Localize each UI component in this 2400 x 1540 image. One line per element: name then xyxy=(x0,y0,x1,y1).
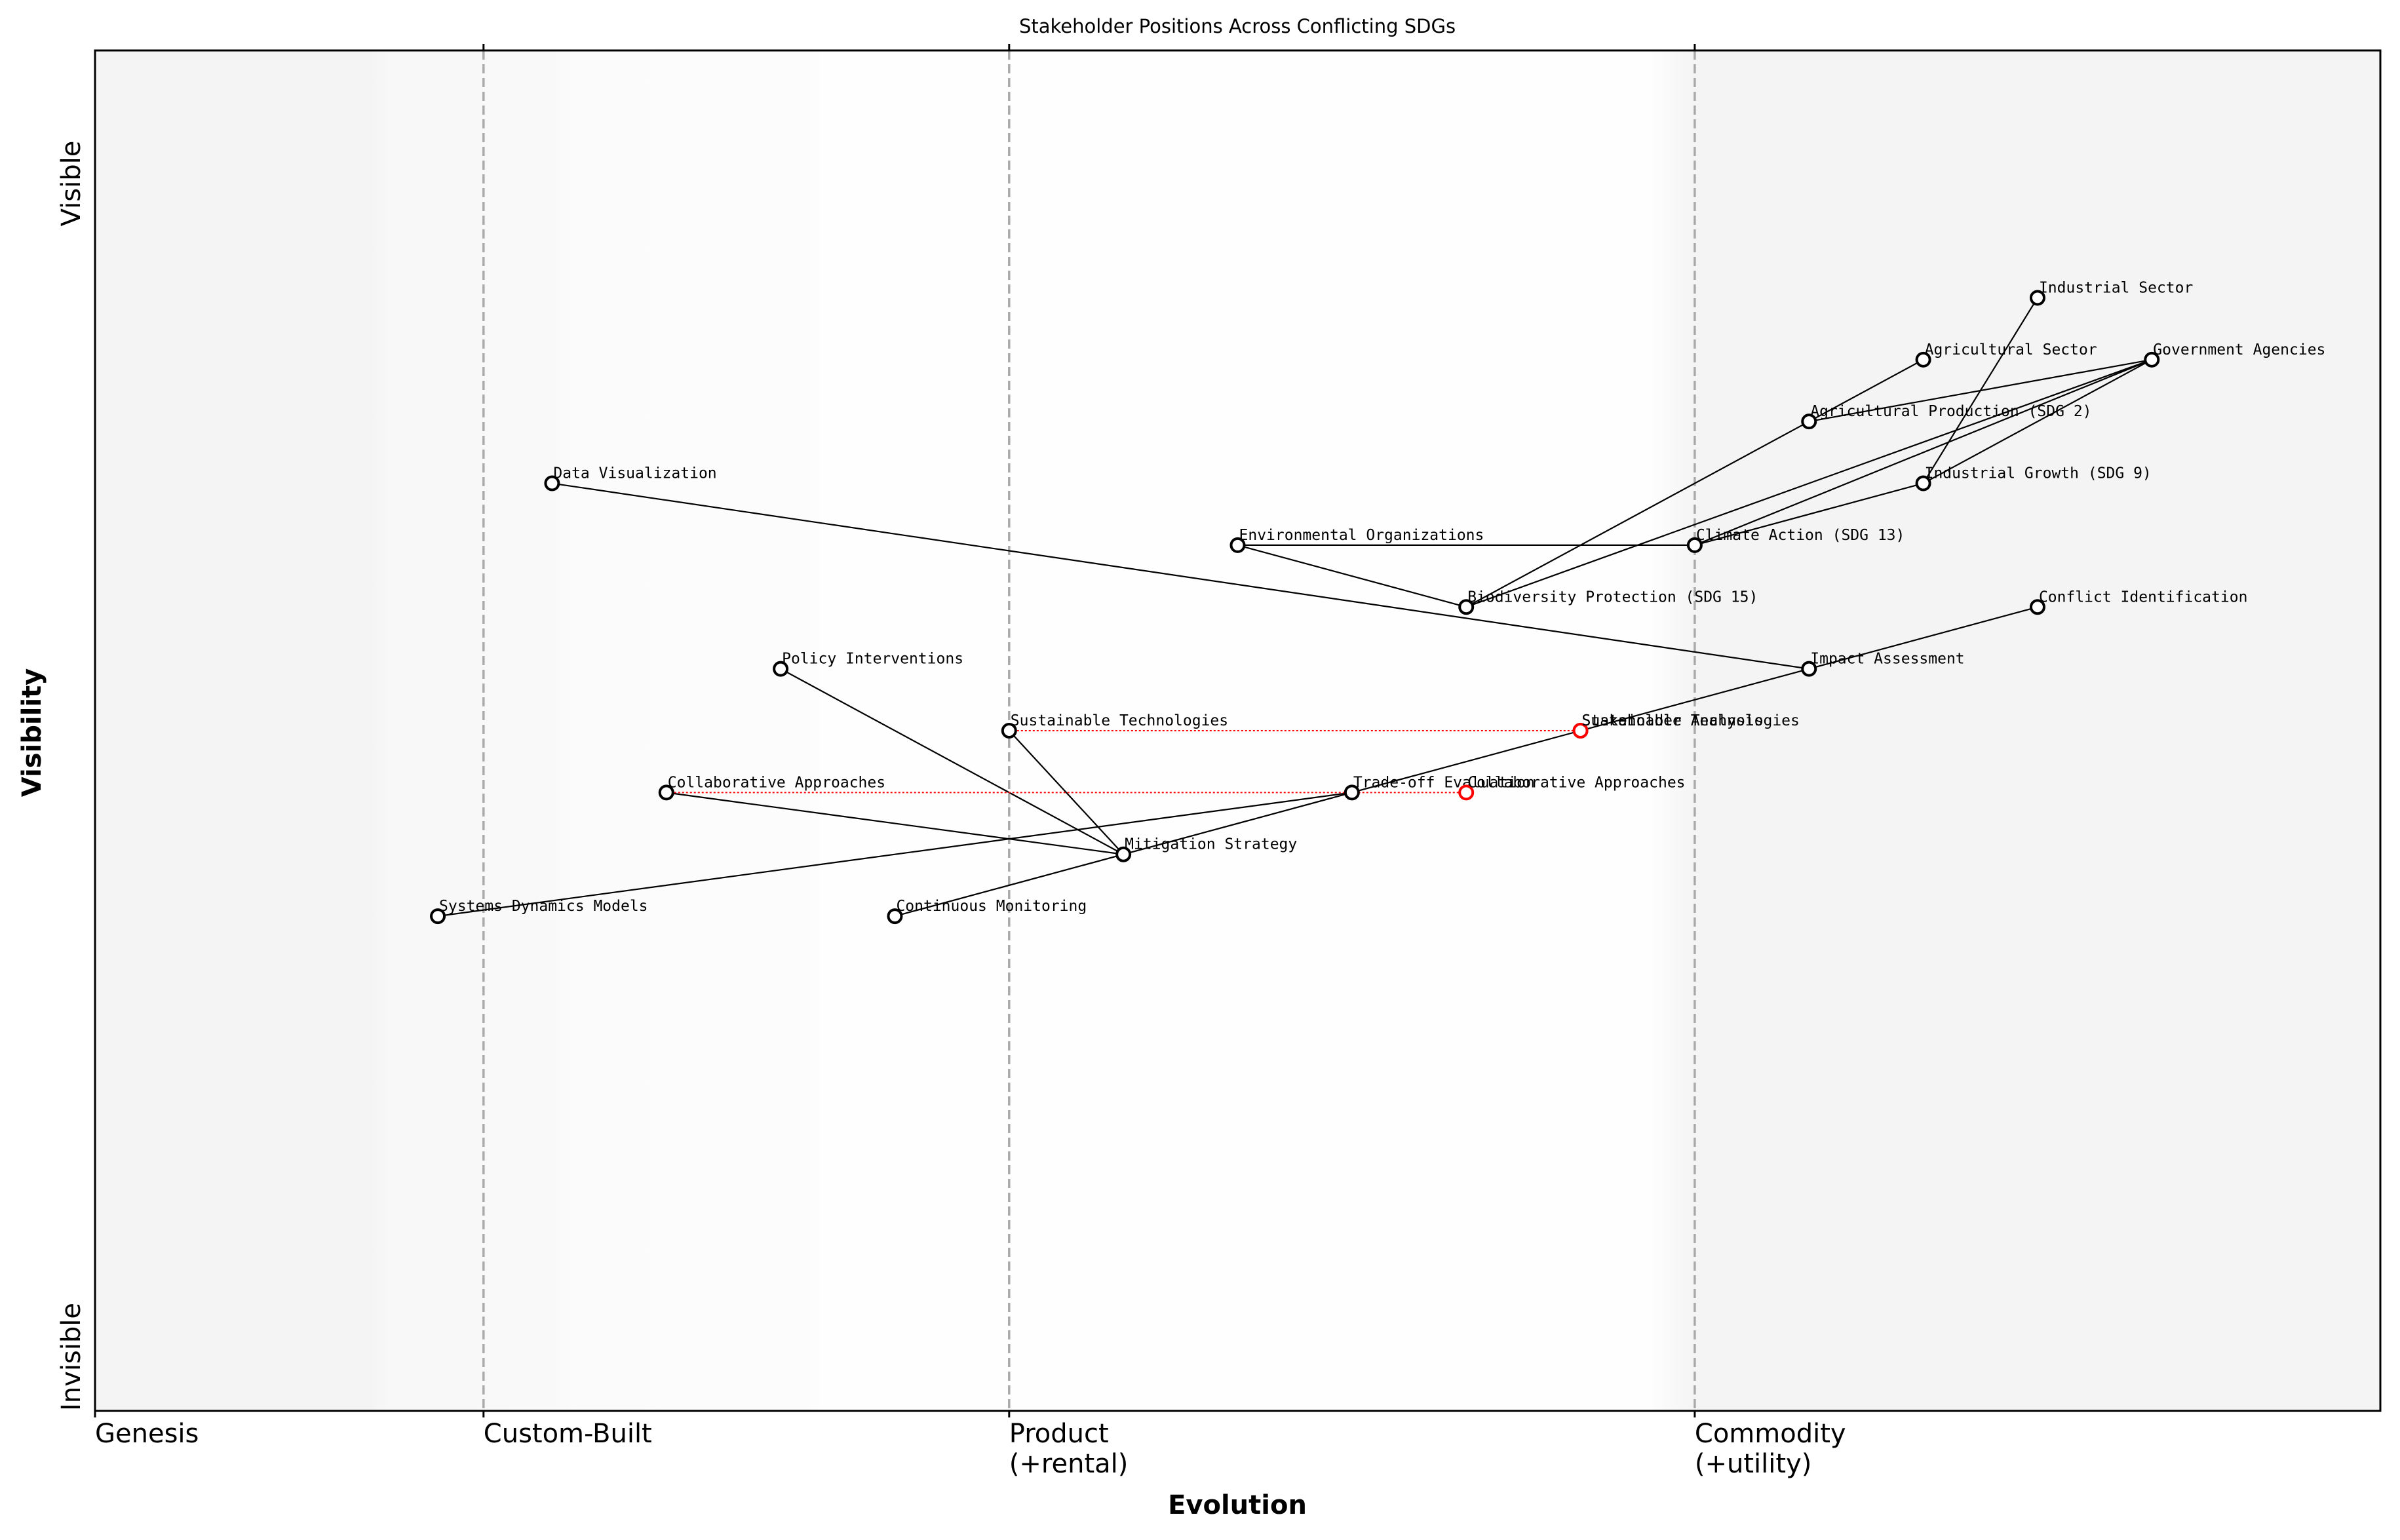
link xyxy=(1465,358,2152,608)
component xyxy=(658,784,674,801)
component xyxy=(1915,351,1931,368)
component xyxy=(2144,351,2160,368)
component xyxy=(1001,723,1017,739)
link xyxy=(1008,730,1124,855)
component-label: Policy Interventions xyxy=(782,651,963,668)
link xyxy=(1808,606,2038,670)
component xyxy=(1915,475,1931,491)
link xyxy=(437,792,1352,917)
link xyxy=(1694,358,2152,546)
chart-title: Stakeholder Positions Across Conflicting… xyxy=(1019,15,1456,37)
component xyxy=(2029,599,2045,615)
component xyxy=(1344,784,1360,801)
component-label: Biodiversity Protection (SDG 15) xyxy=(1467,588,1758,606)
component xyxy=(1686,537,1703,553)
component-label: Industrial Growth (SDG 9) xyxy=(1925,465,2152,482)
y-end-label: Visible xyxy=(56,141,87,227)
link xyxy=(1580,668,1810,732)
link xyxy=(780,668,1124,855)
component-label: Impact Assessment xyxy=(1810,651,1964,668)
link xyxy=(1465,421,1810,608)
y-end-label: Invisible xyxy=(56,1303,87,1411)
link xyxy=(1237,544,1467,608)
component xyxy=(544,475,560,491)
component-label: Government Agencies xyxy=(2153,341,2325,358)
component-label: Agricultural Production (SDG 2) xyxy=(1810,403,2091,420)
x-tick-label: Commodity (+utility) xyxy=(1695,1419,1846,1479)
component-label: Mitigation Strategy xyxy=(1125,836,1297,853)
component-label: Stakeholder Analysis xyxy=(1582,712,1764,729)
x-tick-label: Genesis xyxy=(95,1419,199,1449)
component-label: Collaborative Approaches xyxy=(668,774,885,791)
x-tick-label: Custom-Built xyxy=(484,1419,652,1449)
component-label: Systems Dynamics Models xyxy=(439,898,648,915)
evolved-label: Collaborative Approaches xyxy=(1467,774,1685,791)
evolved-label: Sustainable Technologies xyxy=(1582,712,1800,729)
component xyxy=(887,908,903,925)
link xyxy=(895,853,1124,917)
component-label: Data Visualization xyxy=(553,465,716,482)
component xyxy=(1458,599,1475,615)
component xyxy=(2029,290,2045,306)
x-axis-title: Evolution xyxy=(1168,1490,1307,1520)
link xyxy=(1923,358,2152,484)
component-label: Continuous Monitoring xyxy=(896,898,1087,915)
component xyxy=(1115,846,1132,862)
component-label: Climate Action (SDG 13) xyxy=(1696,527,1905,544)
evolved-component xyxy=(1458,784,1475,801)
component-label: Environmental Organizations xyxy=(1239,527,1484,544)
link xyxy=(552,482,1810,670)
component xyxy=(1801,661,1817,677)
component-label: Sustainable Technologies xyxy=(1011,712,1228,729)
link xyxy=(1123,792,1353,855)
plot-frame xyxy=(94,49,2382,1412)
link xyxy=(1351,729,1581,794)
link xyxy=(1694,482,1924,546)
component-label: Conflict Identification xyxy=(2039,588,2248,606)
component xyxy=(1801,414,1817,430)
component-label: Trade-off Evaluation xyxy=(1353,774,1535,791)
x-tick-label: Product (+rental) xyxy=(1009,1419,1129,1479)
link xyxy=(666,792,1124,855)
link xyxy=(1808,358,1924,423)
y-axis-title: Visibility xyxy=(17,668,47,797)
component xyxy=(1229,537,1246,553)
component-label: Agricultural Sector xyxy=(1925,341,2097,358)
component xyxy=(430,908,446,925)
component-label: Industrial Sector xyxy=(2039,279,2193,296)
link xyxy=(1809,358,2152,423)
component xyxy=(773,661,789,677)
evolved-component xyxy=(1572,723,1589,739)
